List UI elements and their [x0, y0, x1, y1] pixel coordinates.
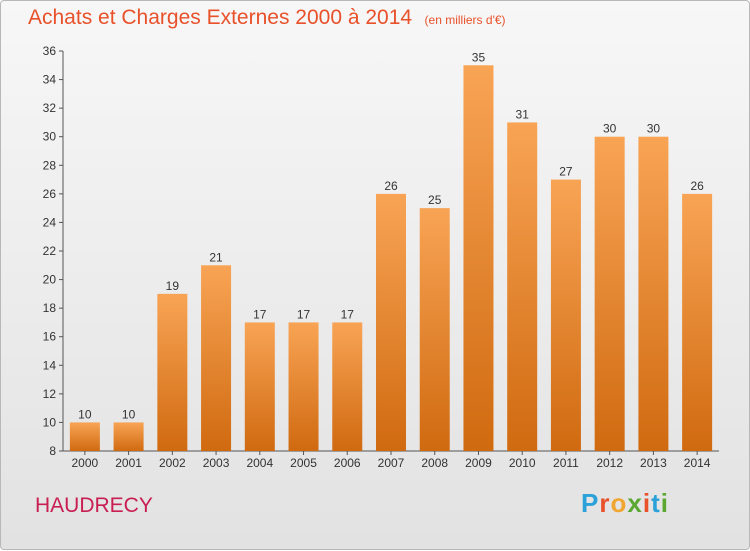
x-tick-label: 2001 [115, 456, 142, 470]
data-label: 26 [690, 179, 704, 193]
chart-title: Achats et Charges Externes 2000 à 2014 [28, 6, 413, 29]
chart-title-row: Achats et Charges Externes 2000 à 2014 (… [28, 6, 506, 30]
bar [638, 136, 669, 451]
x-tick-label: 2009 [465, 456, 492, 470]
y-tick-label: 30 [43, 130, 57, 144]
logo-letter: r [599, 488, 611, 518]
y-tick-label: 8 [49, 444, 56, 458]
bar [288, 322, 319, 451]
data-label: 17 [341, 307, 355, 321]
y-tick-label: 22 [43, 244, 57, 258]
bar [157, 293, 188, 451]
logo-letter: i [642, 488, 652, 518]
x-tick-label: 2000 [72, 456, 99, 470]
x-tick-label: 2003 [203, 456, 230, 470]
chart-subtitle: (en milliers d'€) [424, 13, 506, 27]
y-tick-label: 28 [43, 158, 57, 172]
y-tick-label: 34 [43, 73, 57, 87]
x-tick-label: 2013 [640, 456, 667, 470]
data-label: 30 [603, 122, 617, 136]
data-label: 27 [559, 165, 573, 179]
bar [463, 65, 494, 452]
bar [201, 265, 232, 451]
y-tick-label: 36 [43, 44, 57, 58]
y-tick-label: 10 [43, 415, 57, 429]
data-label: 31 [516, 107, 530, 121]
bar [69, 422, 100, 451]
data-label: 30 [647, 122, 661, 136]
x-tick-label: 2007 [378, 456, 405, 470]
bar [594, 136, 625, 451]
data-label: 17 [253, 307, 267, 321]
x-tick-label: 2014 [684, 456, 711, 470]
data-label: 25 [428, 193, 442, 207]
logo-letter: x [627, 488, 643, 518]
logo-letter: o [610, 488, 628, 518]
bar [550, 179, 581, 452]
x-tick-label: 2011 [553, 456, 579, 470]
logo-letter: t [651, 488, 661, 518]
town-name: HAUDRECY [35, 494, 153, 517]
bar [419, 208, 450, 451]
data-label: 17 [297, 307, 311, 321]
proxiti-logo: Proxiti [581, 488, 669, 519]
x-tick-label: 2004 [246, 456, 273, 470]
bar [244, 322, 275, 451]
x-tick-label: 2006 [334, 456, 361, 470]
x-tick-label: 2012 [596, 456, 623, 470]
data-label: 21 [209, 250, 223, 264]
data-label: 10 [122, 407, 136, 421]
y-tick-label: 18 [43, 301, 57, 315]
x-tick-label: 2002 [159, 456, 186, 470]
x-tick-label: 2005 [290, 456, 317, 470]
y-tick-label: 14 [43, 358, 57, 372]
y-tick-label: 20 [43, 273, 57, 287]
logo-letter: P [581, 488, 600, 518]
y-tick-label: 12 [43, 387, 57, 401]
x-tick-label: 2010 [509, 456, 536, 470]
bar [507, 122, 538, 451]
data-label: 26 [384, 179, 398, 193]
logo-letter: i [660, 488, 669, 518]
y-tick-label: 26 [43, 187, 57, 201]
bar [682, 193, 713, 451]
bar [332, 322, 363, 451]
x-tick-label: 2008 [421, 456, 448, 470]
data-label: 19 [166, 279, 180, 293]
y-tick-label: 16 [43, 330, 57, 344]
bar [113, 422, 144, 451]
y-tick-label: 24 [43, 215, 57, 229]
y-tick-label: 32 [43, 101, 57, 115]
bar [376, 193, 406, 451]
data-label: 10 [78, 407, 92, 421]
data-label: 35 [472, 50, 486, 64]
